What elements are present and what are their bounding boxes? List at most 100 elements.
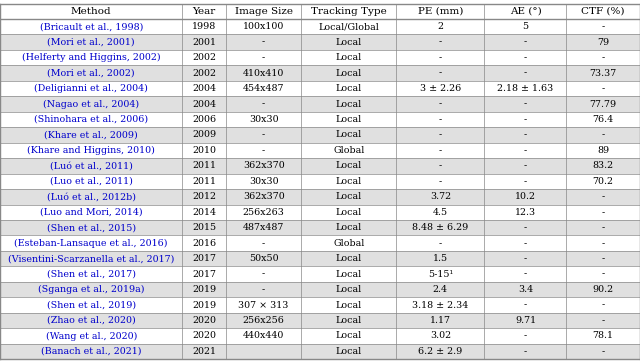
Text: (Bricault et al., 1998): (Bricault et al., 1998): [40, 22, 143, 31]
Text: Local: Local: [335, 161, 362, 170]
Text: -: -: [602, 130, 605, 139]
Text: 2017: 2017: [192, 254, 216, 263]
Text: 410x410: 410x410: [243, 69, 284, 78]
Text: Local: Local: [335, 316, 362, 325]
Text: 83.2: 83.2: [593, 161, 614, 170]
Text: 30x30: 30x30: [249, 177, 278, 186]
Text: (Zhao et al., 2020): (Zhao et al., 2020): [47, 316, 136, 325]
Text: -: -: [438, 69, 442, 78]
Bar: [0, 235, 640, 251]
Text: 2015: 2015: [192, 223, 216, 232]
Text: 2006: 2006: [192, 115, 216, 124]
Text: 2001: 2001: [192, 38, 216, 47]
Text: Local: Local: [335, 208, 362, 217]
Text: -: -: [438, 53, 442, 62]
Text: 2014: 2014: [192, 208, 216, 217]
Text: 30x30: 30x30: [249, 115, 278, 124]
Text: 2019: 2019: [192, 285, 216, 294]
Bar: [0, 81, 640, 96]
Text: -: -: [438, 239, 442, 248]
Text: CTF (%): CTF (%): [582, 7, 625, 16]
Text: -: -: [438, 130, 442, 139]
Text: -: -: [262, 285, 266, 294]
Text: 440x440: 440x440: [243, 331, 284, 340]
Text: -: -: [524, 270, 527, 279]
Text: (Shen et al., 2015): (Shen et al., 2015): [47, 223, 136, 232]
Text: Local: Local: [335, 115, 362, 124]
Bar: [0, 34, 640, 50]
Text: 70.2: 70.2: [593, 177, 614, 186]
Text: 2011: 2011: [192, 161, 216, 170]
Text: -: -: [524, 254, 527, 263]
Text: Local/Global: Local/Global: [318, 22, 380, 31]
Text: Local: Local: [335, 130, 362, 139]
Text: -: -: [262, 130, 266, 139]
Text: (Khare and Higgins, 2010): (Khare and Higgins, 2010): [28, 146, 155, 155]
Text: -: -: [602, 347, 605, 356]
Text: 1.17: 1.17: [430, 316, 451, 325]
Bar: [0, 313, 640, 328]
Text: (Shen et al., 2019): (Shen et al., 2019): [47, 301, 136, 310]
Text: 2004: 2004: [192, 100, 216, 109]
Text: 79: 79: [597, 38, 609, 47]
Text: Local: Local: [335, 347, 362, 356]
Text: (Visentini-Scarzanella et al., 2017): (Visentini-Scarzanella et al., 2017): [8, 254, 174, 263]
Text: 2.18 ± 1.63: 2.18 ± 1.63: [497, 84, 554, 93]
Text: -: -: [262, 270, 266, 279]
Text: -: -: [524, 223, 527, 232]
Text: PE (mm): PE (mm): [418, 7, 463, 16]
Text: 2.4: 2.4: [433, 285, 448, 294]
Text: Local: Local: [335, 331, 362, 340]
Text: Tracking Type: Tracking Type: [311, 7, 387, 16]
Text: -: -: [262, 53, 266, 62]
Text: Local: Local: [335, 192, 362, 201]
Text: Global: Global: [333, 239, 365, 248]
Text: -: -: [602, 270, 605, 279]
Bar: [0, 266, 640, 282]
Text: 307 × 313: 307 × 313: [239, 301, 289, 310]
Text: -: -: [524, 69, 527, 78]
Text: -: -: [524, 177, 527, 186]
Text: 50x50: 50x50: [249, 254, 278, 263]
Text: 5: 5: [522, 22, 529, 31]
Text: (Mori et al., 2002): (Mori et al., 2002): [47, 69, 135, 78]
Bar: [0, 50, 640, 65]
Text: 3.4: 3.4: [518, 285, 533, 294]
Text: -: -: [524, 53, 527, 62]
Text: 2002: 2002: [192, 53, 216, 62]
Text: Local: Local: [335, 69, 362, 78]
Text: 487x487: 487x487: [243, 223, 284, 232]
Text: -: -: [524, 161, 527, 170]
Text: (Esteban-Lansaque et al., 2016): (Esteban-Lansaque et al., 2016): [15, 239, 168, 248]
Text: Local: Local: [335, 270, 362, 279]
Text: (Khare et al., 2009): (Khare et al., 2009): [44, 130, 138, 139]
Text: 77.79: 77.79: [589, 100, 617, 109]
Text: -: -: [262, 239, 266, 248]
Text: Local: Local: [335, 285, 362, 294]
Text: -: -: [438, 100, 442, 109]
Bar: [0, 65, 640, 81]
Bar: [0, 251, 640, 266]
Text: -: -: [602, 316, 605, 325]
Text: 90.2: 90.2: [593, 285, 614, 294]
Text: (Nagao et al., 2004): (Nagao et al., 2004): [43, 99, 140, 109]
Bar: [0, 189, 640, 205]
Text: 3 ± 2.26: 3 ± 2.26: [420, 84, 461, 93]
Bar: [0, 158, 640, 174]
Text: 12.3: 12.3: [515, 208, 536, 217]
Text: (Sganga et al., 2019a): (Sganga et al., 2019a): [38, 285, 145, 294]
Text: 3.02: 3.02: [429, 331, 451, 340]
Text: -: -: [602, 22, 605, 31]
Text: -: -: [438, 177, 442, 186]
Text: 76.4: 76.4: [593, 115, 614, 124]
Text: Local: Local: [335, 301, 362, 310]
Text: -: -: [438, 161, 442, 170]
Bar: [0, 205, 640, 220]
Text: 9.71: 9.71: [515, 316, 536, 325]
Text: AE (°): AE (°): [509, 7, 541, 16]
Text: 2009: 2009: [192, 130, 216, 139]
Text: (Helferty and Higgins, 2002): (Helferty and Higgins, 2002): [22, 53, 161, 62]
Text: 10.2: 10.2: [515, 192, 536, 201]
Bar: [0, 4, 640, 19]
Bar: [0, 127, 640, 143]
